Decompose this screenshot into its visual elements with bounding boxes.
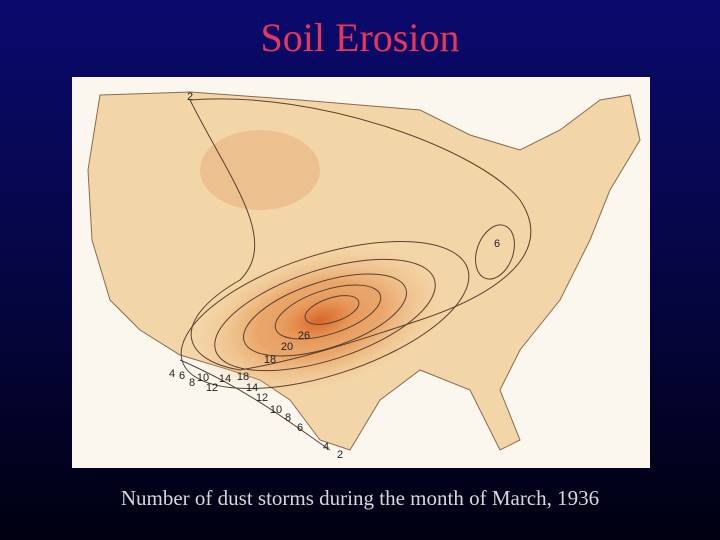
contour-line	[179, 359, 331, 451]
contour-label: 2	[337, 449, 343, 461]
shaded-region	[200, 130, 320, 210]
contour-label: 4	[169, 368, 175, 380]
contour-label: 4	[323, 441, 329, 453]
contour-label: 10	[270, 404, 282, 416]
contour-label: 6	[179, 370, 185, 382]
contour-line	[214, 258, 436, 372]
contour-label: 8	[285, 412, 291, 424]
contour-label: 8	[189, 377, 195, 389]
caption: Number of dust storms during the month o…	[120, 486, 600, 510]
contour-line	[274, 284, 382, 340]
contour-label: 10	[197, 372, 209, 384]
contour-label: 14	[219, 373, 231, 385]
contour-label: 12	[206, 382, 218, 394]
shaded-region	[256, 282, 384, 358]
contour-line	[475, 224, 515, 280]
contour-label: 6	[297, 422, 303, 434]
contour-label: 2	[187, 91, 193, 103]
title: Soil Erosion	[260, 15, 460, 60]
contour-label: 26	[298, 330, 310, 342]
contour-label: 12	[256, 392, 268, 404]
contour-label: 14	[246, 382, 258, 394]
contour-line	[304, 295, 360, 325]
contour-label: 20	[281, 341, 293, 353]
contour-label: 18	[237, 371, 249, 383]
contour-line	[189, 98, 532, 371]
contour-label: 18	[264, 354, 276, 366]
contours	[179, 98, 532, 451]
contour-label: 6	[494, 238, 500, 250]
contour-line	[243, 273, 407, 357]
